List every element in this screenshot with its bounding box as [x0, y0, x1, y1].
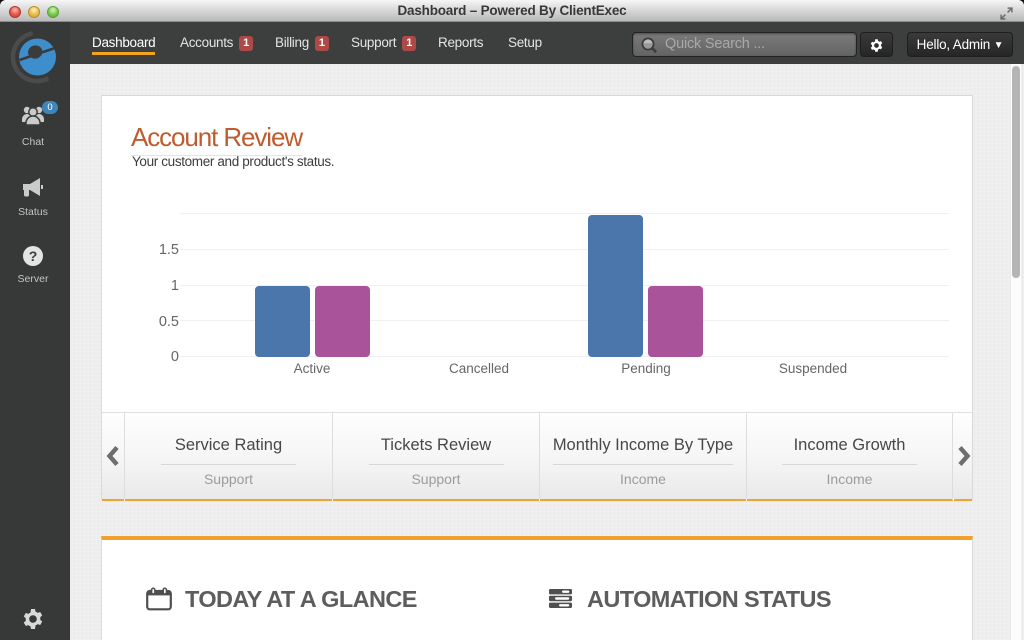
svg-text:?: ?: [29, 248, 38, 264]
